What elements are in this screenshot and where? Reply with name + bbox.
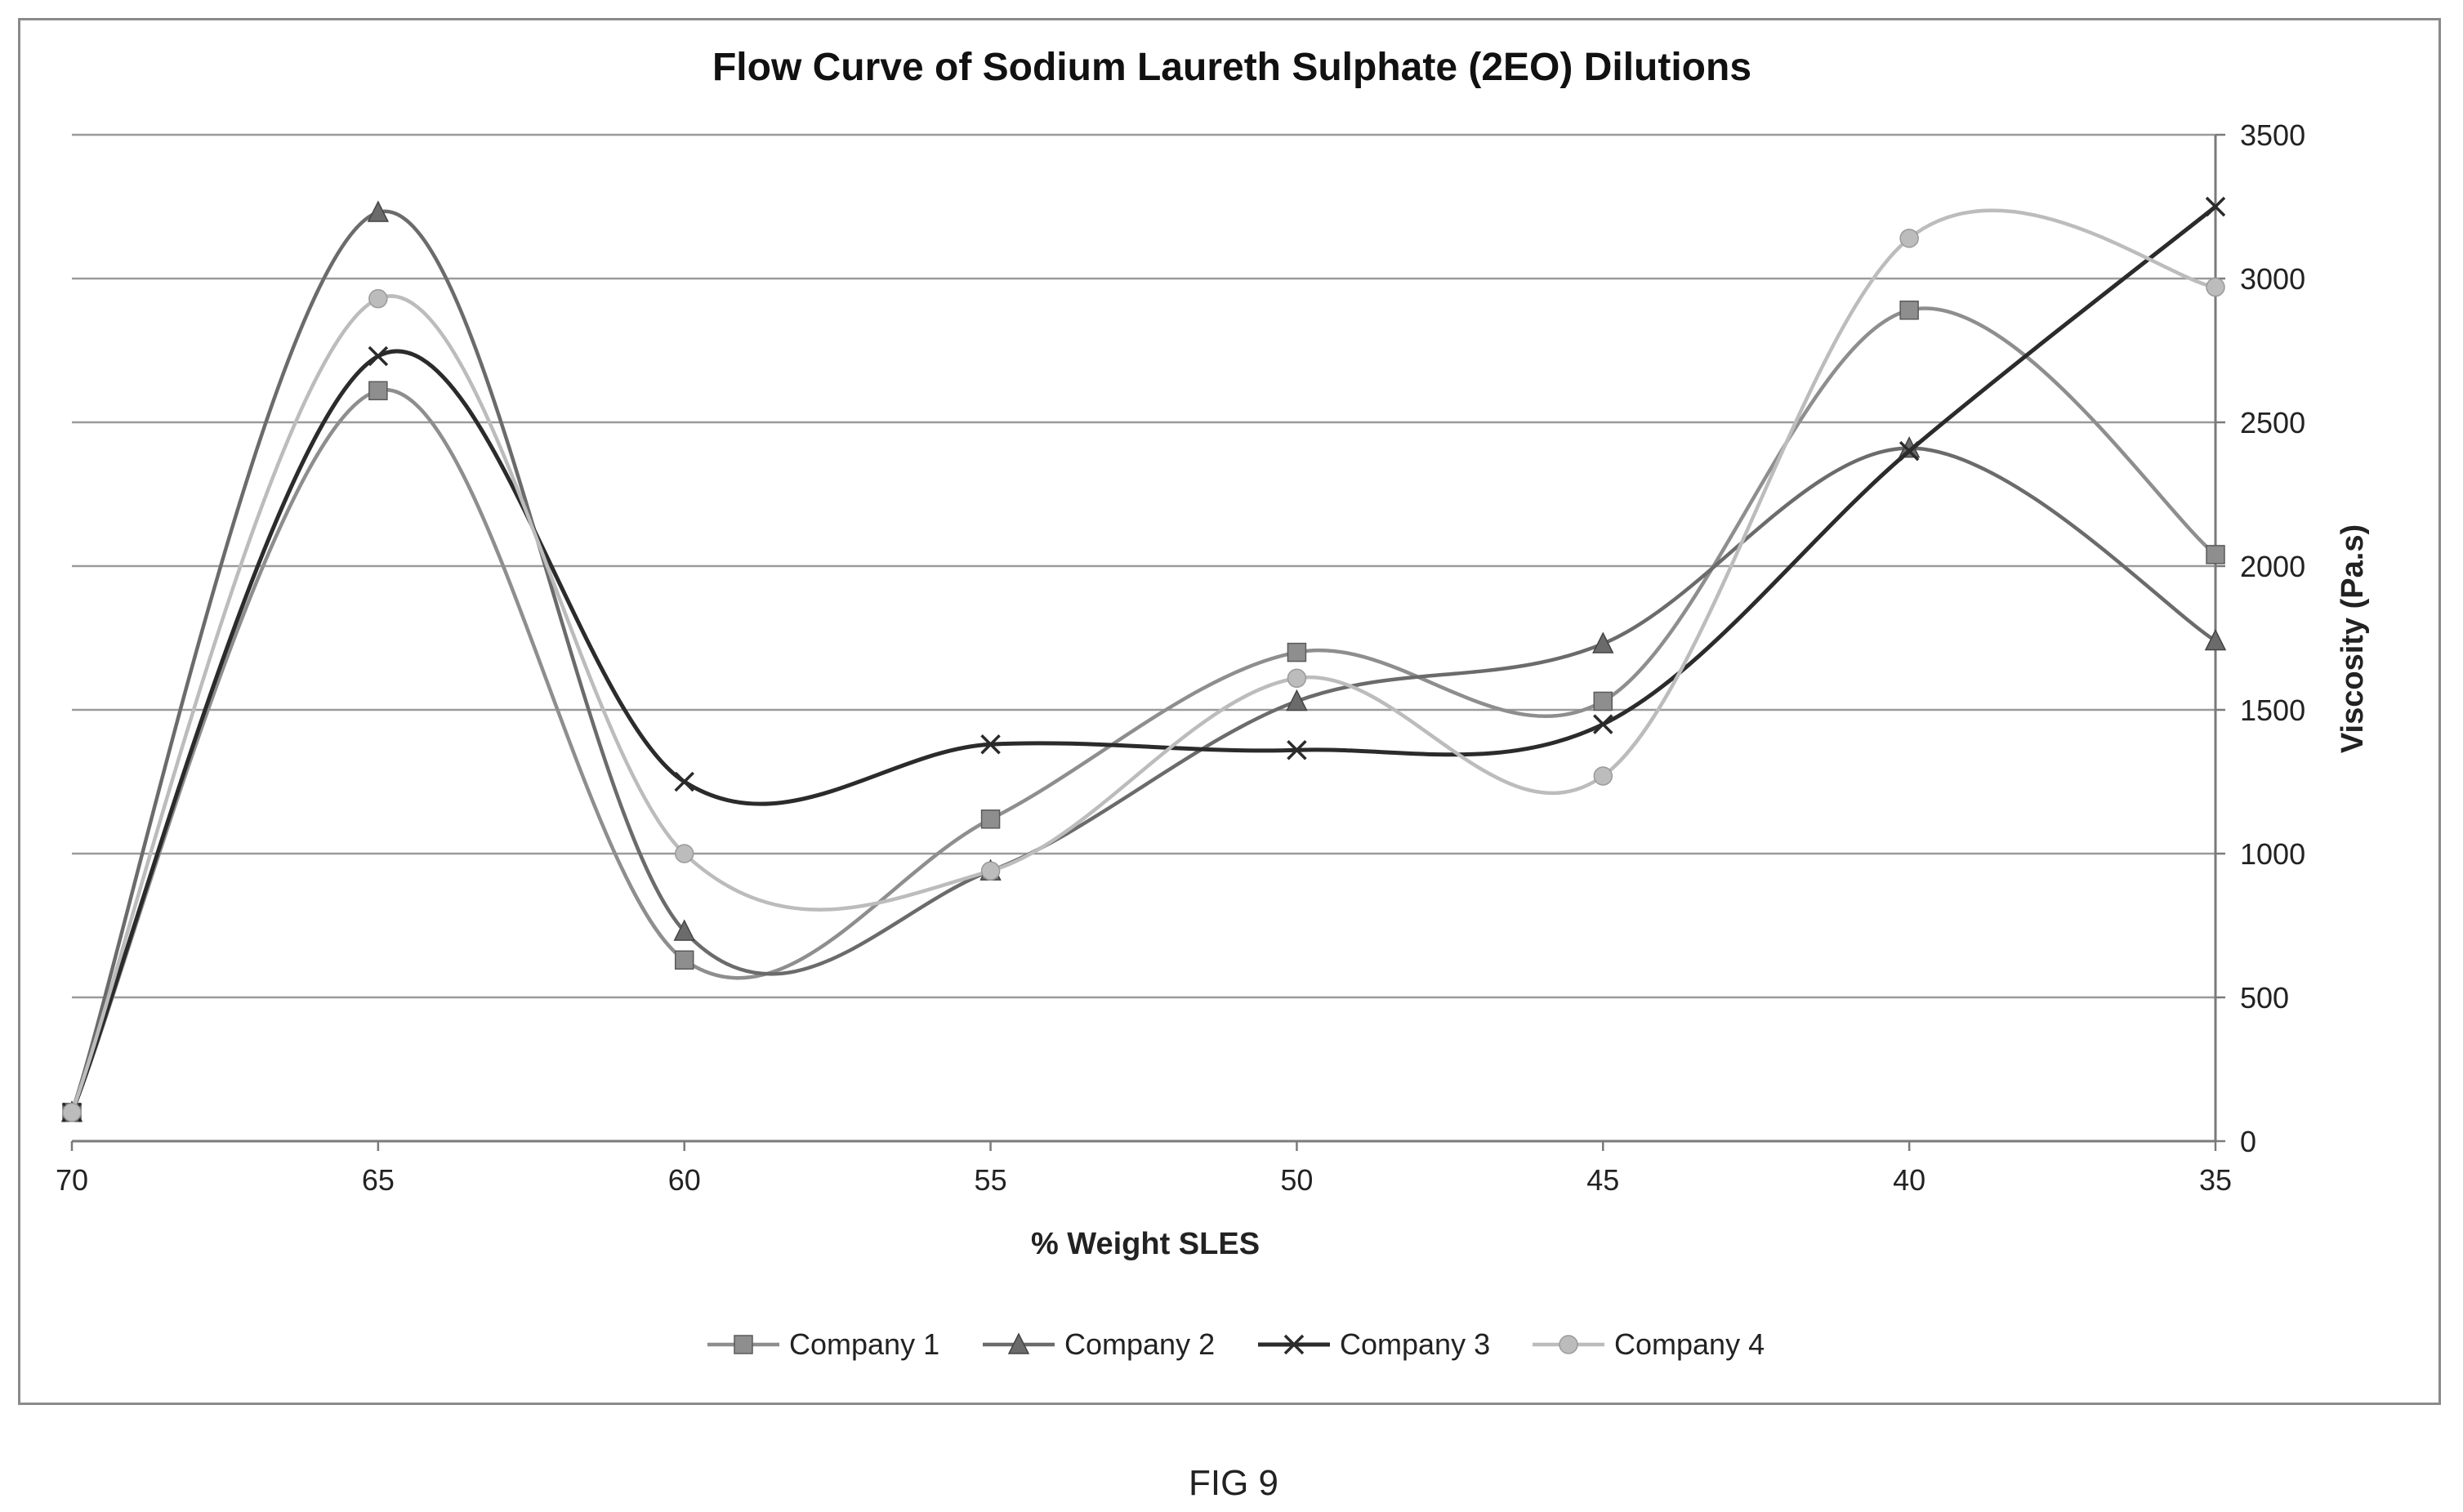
legend-item-4: Company 4 [1533, 1327, 1765, 1361]
gridlines [72, 133, 2215, 999]
data-point-series-1 [1287, 642, 1307, 662]
x-tick-label: 45 [1586, 1163, 1619, 1197]
data-point-series-2 [367, 200, 390, 222]
data-point-series-4 [368, 288, 388, 309]
legend-item-3: Company 3 [1258, 1327, 1490, 1361]
x-tick-label: 50 [1280, 1163, 1313, 1197]
chart-title: Flow Curve of Sodium Laureth Sulphate (2… [712, 46, 1751, 89]
figure-caption: FIG 9 [1189, 1463, 1278, 1503]
data-point-series-1 [980, 810, 1001, 829]
x-tick-label: 60 [668, 1163, 701, 1197]
y-axis-title: Viscosity (Pa.s) [2336, 524, 2370, 753]
x-axis-ticks: 70 65 60 55 50 45 40 35 [56, 1141, 2232, 1197]
x-tick-label: 35 [2199, 1163, 2232, 1197]
data-point-series-2 [673, 919, 695, 941]
data-point-series-4 [1593, 766, 1613, 786]
data-point-series-1 [2206, 545, 2225, 564]
data-point-series-3 [2205, 196, 2226, 217]
data-point-series-1 [368, 381, 388, 401]
y-tick-label: 2500 [2240, 406, 2305, 439]
series-line-2 [69, 209, 2217, 1113]
y-axis-ticks: 0 500 1000 1500 2000 2500 3000 3500 [2215, 118, 2305, 1158]
legend-label-2: Company 2 [1064, 1327, 1215, 1361]
data-point-series-4 [1899, 228, 1919, 248]
data-point-series-3 [368, 346, 389, 367]
series-line-4 [69, 208, 2216, 1113]
data-point-series-3 [1593, 714, 1613, 734]
y-tick-label: 1000 [2240, 837, 2305, 871]
data-point-series-3 [1287, 740, 1307, 760]
data-point-series-4 [62, 1103, 82, 1122]
data-point-series-3 [980, 734, 1001, 755]
x-axis-title: % Weight SLES [1031, 1227, 1260, 1261]
series-3 [61, 196, 2226, 1123]
legend-marker-2 [1007, 1332, 1030, 1354]
y-tick-label: 3000 [2240, 262, 2305, 296]
y-tick-label: 2000 [2240, 550, 2305, 583]
data-point-series-1 [1593, 691, 1613, 711]
data-point-series-3 [674, 771, 694, 792]
x-tick-label: 70 [56, 1163, 88, 1197]
data-point-series-2 [2204, 628, 2227, 651]
data-point-series-4 [674, 844, 694, 863]
legend-marker-3 [1283, 1334, 1305, 1355]
y-tick-label: 3500 [2240, 118, 2305, 152]
chart-frame [18, 18, 2441, 1405]
data-point-series-1 [674, 950, 694, 970]
legend-item-2: Company 2 [983, 1327, 1215, 1361]
legend-marker-4 [1559, 1335, 1578, 1354]
data-point-series-4 [2206, 277, 2225, 297]
series-2 [60, 200, 2227, 1122]
axes [72, 135, 2217, 1143]
data-point-series-2 [1592, 631, 1614, 653]
legend-marker-1 [734, 1335, 753, 1354]
legend-label-4: Company 4 [1614, 1327, 1765, 1361]
data-point-series-4 [980, 861, 1001, 881]
y-tick-label: 1500 [2240, 694, 2305, 727]
legend-label-3: Company 3 [1340, 1327, 1490, 1361]
data-point-series-4 [1287, 668, 1307, 689]
data-point-series-1 [1899, 300, 1919, 320]
series-line-3 [69, 205, 2217, 1113]
legend-item-1: Company 1 [707, 1327, 939, 1361]
data-point-series-2 [1286, 689, 1308, 711]
x-tick-label: 55 [975, 1163, 1007, 1197]
x-tick-label: 65 [362, 1163, 395, 1197]
x-tick-label: 40 [1893, 1163, 1925, 1197]
y-tick-label: 0 [2240, 1125, 2256, 1158]
legend: Company 1 Company 2 Company 3 Company 4 [707, 1327, 1765, 1361]
data-point-series-3 [1899, 440, 1920, 462]
y-tick-label: 500 [2240, 981, 2289, 1015]
series-layer [60, 196, 2227, 1123]
legend-label-1: Company 1 [789, 1327, 939, 1361]
series-4 [62, 208, 2225, 1122]
